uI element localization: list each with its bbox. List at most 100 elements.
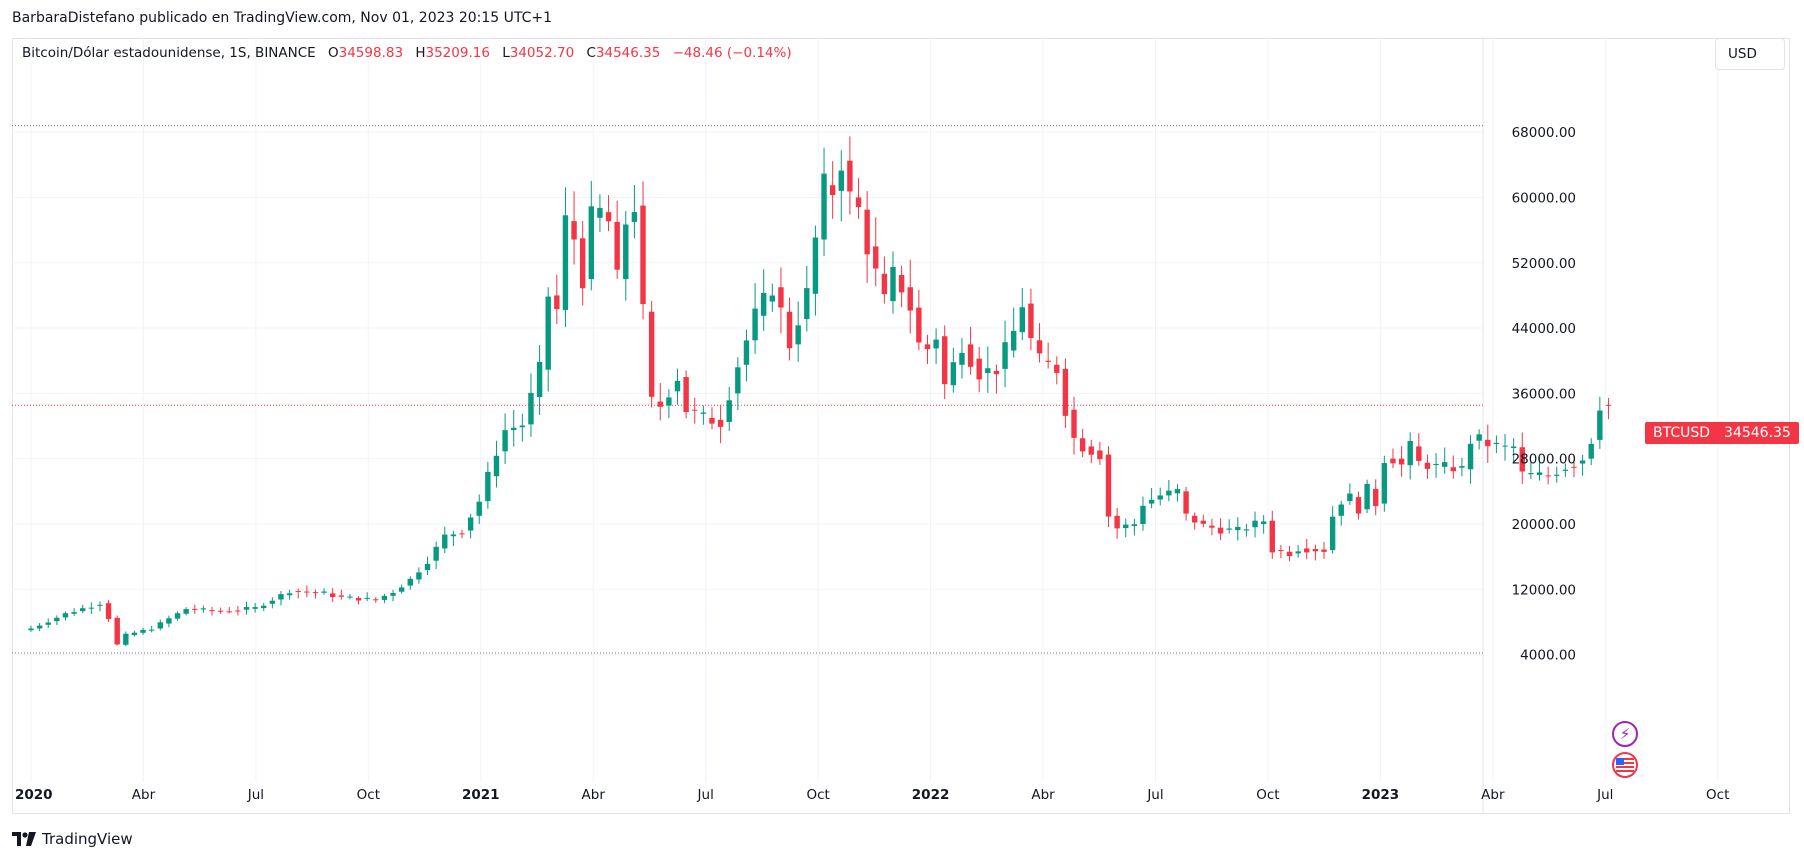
candle-body [1373,488,1379,507]
candle [200,605,207,613]
symbol-name[interactable]: Bitcoin/Dólar estadounidense, 1S, BINANC… [22,45,316,61]
publish-info: BarbaraDistefano publicado en TradingVie… [12,10,553,26]
candle-body [1510,446,1517,449]
candle-body [1183,491,1189,514]
candle-body [36,625,43,629]
price-axis-label: 68000.00 [1512,125,1576,141]
candle [700,405,707,425]
candle-body [511,427,517,431]
candle-body [1260,521,1267,524]
time-axis-label: Jul [697,787,714,803]
low-label: L [502,45,510,61]
candle-body [459,533,465,535]
us-flag-icon[interactable] [1612,752,1638,778]
candle [1010,307,1017,358]
lightning-bolt-icon[interactable]: ⚡ [1612,721,1638,747]
candle-body [1364,483,1370,510]
candle-body [493,455,500,477]
candle [1510,438,1517,463]
candle-body [1579,460,1586,464]
candle-body [1166,490,1172,496]
candle-body [666,397,672,406]
candle-body [1079,438,1086,452]
candle [847,136,853,215]
currency-button[interactable]: USD [1715,38,1785,70]
candle [1131,518,1138,536]
candle-body [1054,364,1060,373]
tradingview-logo-icon [12,832,36,846]
candle [778,267,784,334]
candle-body [1597,410,1603,440]
candle [442,526,448,554]
candle-body [71,612,77,614]
candle [54,615,60,626]
candle-body [1209,525,1215,528]
candle-body [304,591,310,593]
candle [631,184,638,239]
candle [1200,514,1207,528]
candle-body [295,590,301,592]
time-axis-label: Jul [1596,787,1613,803]
candle [666,389,672,419]
candle [407,576,413,590]
candle [321,588,327,595]
candle [131,630,138,637]
candle [1373,479,1379,516]
candle [1148,488,1155,509]
candle [640,181,646,320]
candle [1252,511,1258,538]
candle [1019,287,1025,341]
price-tag-ticker: BTCUSD [1653,425,1711,441]
candle-body [1174,489,1181,494]
candle-body [1588,443,1594,459]
candle-body [114,617,120,645]
candle-body [131,632,138,635]
price-axis-label: 28000.00 [1512,452,1576,468]
candle [123,631,129,647]
candle [252,602,258,613]
candle-body [54,617,60,622]
candle [1217,518,1224,540]
candle-body [1355,497,1362,514]
candle [804,265,810,332]
candle-body [355,598,362,601]
candle [1450,455,1456,479]
candle-body [579,238,586,289]
candle-body [795,325,801,345]
candle [1114,507,1120,539]
candle-body [467,517,474,531]
candle [890,251,896,314]
candle [528,373,534,437]
candle [864,191,870,283]
candle [235,606,241,616]
candle [1588,438,1594,466]
candle-body [1192,515,1198,523]
candle-body [1286,551,1293,557]
candle-body [278,594,284,600]
candle-body [597,207,603,218]
candle-body [1028,303,1034,339]
candle [433,541,439,570]
change-value: −48.46 (−0.14%) [672,45,792,61]
candle [562,187,569,328]
candle-body [1347,493,1353,502]
footer-brand[interactable]: TradingView [12,830,133,848]
candle [709,407,715,430]
candle-body [1243,529,1250,531]
time-axis-label: 2020 [15,787,53,803]
candle-body [235,610,241,612]
candle [1364,479,1370,514]
candle-body [364,597,370,599]
candle-body [1433,463,1439,465]
candle [1571,459,1577,478]
candle-body [752,308,758,341]
candle [1226,519,1232,534]
candle-body [605,212,612,222]
candle [71,608,77,616]
candle [752,283,758,354]
grid-lines [12,38,1719,782]
time-axis-label: Abr [132,787,156,803]
candle [1441,447,1448,474]
candle-body [692,409,698,411]
